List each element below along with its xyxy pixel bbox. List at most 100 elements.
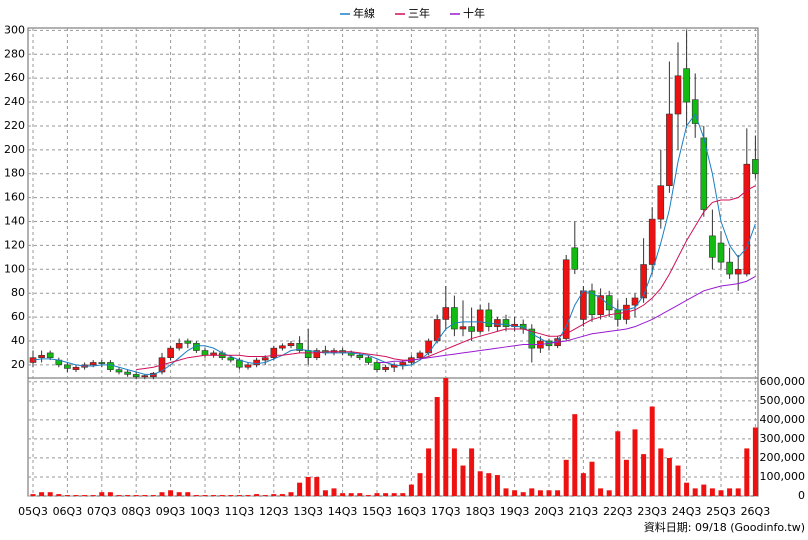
volume-bar [168,490,174,496]
volume-bar [417,473,423,496]
volume-bar [219,495,225,496]
volume-bar [82,495,88,496]
candle-body [743,163,751,275]
candle-body [674,75,682,115]
volume-bar [357,493,363,496]
candle-body [304,350,312,358]
candle-body [494,319,501,327]
volume-bar [47,492,53,496]
volume-bar [279,494,285,496]
volume-bar [546,490,552,496]
legend-label: 十年 [463,6,485,20]
x-tick-label: 12Q3 [259,505,289,518]
x-tick-label: 09Q3 [156,505,186,518]
x-tick-label: 15Q3 [362,505,392,518]
volume-bar [537,490,543,496]
candle-body [227,357,235,361]
candle-body [485,309,493,327]
volume-bar [658,448,664,496]
volume-bar [365,495,371,496]
x-tick-label: 08Q3 [121,505,151,518]
volume-bar [73,495,79,496]
candle-body [726,261,733,275]
volume-bar [649,406,655,496]
y-tick-label: 220 [4,119,25,132]
volume-bar [56,494,62,496]
y-tick-label: 80 [11,286,25,299]
candle-body [253,359,260,366]
volume-bar [503,488,509,496]
y-tick-label: 0 [798,489,805,502]
volume-bar [202,495,208,496]
legend-label: 年線 [353,6,375,20]
footer: 資料日期: 09/18 (Goodinfo.tw) [644,520,805,534]
volume-bar [288,492,294,496]
candle-body [588,290,596,315]
volume-bar [39,492,45,496]
y-tick-label: 60 [11,310,25,323]
volume-bar [99,492,105,496]
volume-bar [563,459,569,496]
x-tick-label: 23Q3 [637,505,667,518]
volume-bar [107,492,113,496]
candle-body [648,218,656,265]
volume-bar [391,493,397,496]
volume-bar [606,490,612,496]
y-tick-label: 200,000 [760,451,806,464]
x-tick-label: 13Q3 [293,505,323,518]
volume-bar [615,431,621,496]
x-tick-label: 14Q3 [328,505,358,518]
x-tick-label: 26Q3 [741,505,771,518]
volume-bar [142,495,148,496]
ma-line [377,276,756,363]
candle-body [98,362,106,364]
volume-bar [176,492,182,496]
volume-bar [314,476,320,496]
volume-bar [245,495,251,496]
volume-bar [572,414,578,496]
ma-line [32,112,756,375]
x-tick-label: 06Q3 [53,505,83,518]
volume-bar [701,484,707,496]
volume-bar [623,459,629,496]
volume-bar [262,495,268,496]
volume-bar [116,495,122,496]
y-tick-label: 120 [4,238,25,251]
volume-bar [305,476,311,496]
volume-bar [735,488,741,496]
y-tick-label: 100,000 [760,470,806,483]
y-tick-label: 20 [11,358,25,371]
candle-body [38,355,45,358]
volume-panel [27,377,759,497]
candle-body [468,326,475,332]
volume-bar [150,495,156,496]
candle-body [356,355,364,358]
volume-bar [744,448,750,496]
volume-bar [30,494,36,496]
candle-body [167,347,174,358]
x-tick-label: 11Q3 [225,505,255,518]
y-tick-label: 180 [4,167,25,180]
candle-body [296,343,303,351]
y-tick-label: 300 [4,23,25,36]
y-tick-label: 40 [11,334,25,347]
x-tick-label: 25Q3 [706,505,736,518]
volume-bar [297,482,303,496]
x-tick-label: 17Q3 [431,505,461,518]
x-tick-label: 22Q3 [603,505,633,518]
candle-body [425,340,432,354]
candle-body [476,309,484,332]
candle-body [175,343,183,349]
volume-bar [331,488,337,496]
y-tick-label: 100 [4,262,25,275]
volume-bar [374,493,380,496]
volume-bar [666,457,672,496]
candle-body [107,362,114,370]
candle-body [141,375,149,378]
y-tick-label: 300,000 [760,432,806,445]
y-tick-label: 280 [4,47,25,60]
volume-bar [400,493,406,496]
candle-body [46,352,54,358]
candle-body [115,369,123,373]
